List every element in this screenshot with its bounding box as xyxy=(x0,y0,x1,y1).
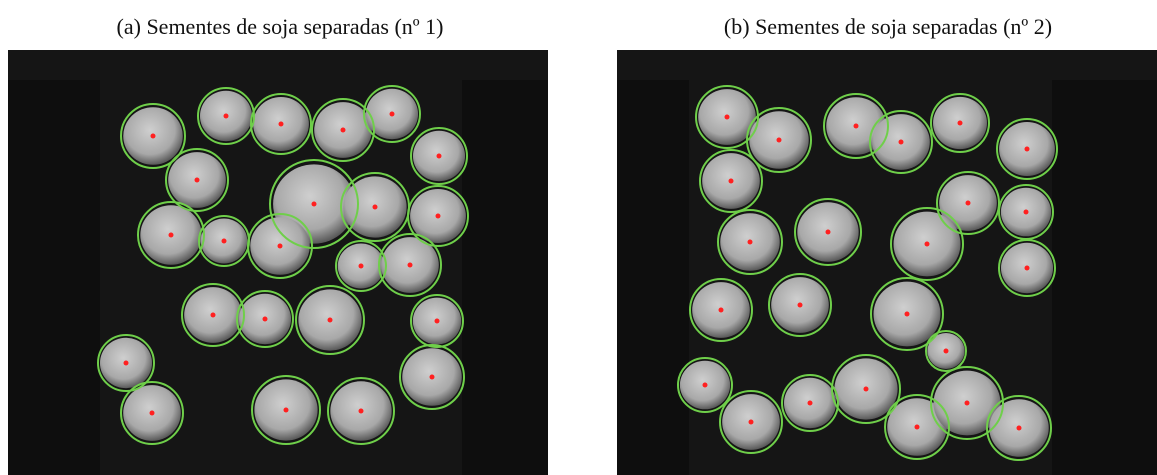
center-point xyxy=(437,154,442,159)
center-point xyxy=(966,201,971,206)
center-point xyxy=(965,401,970,406)
center-point xyxy=(359,264,364,269)
center-point xyxy=(430,375,435,380)
caption-right: (b) Sementes de soja separadas (nº 2) xyxy=(724,14,1052,39)
center-point xyxy=(373,205,378,210)
center-point xyxy=(211,313,216,318)
center-point xyxy=(1017,426,1022,431)
tray-edge xyxy=(1052,80,1157,475)
center-point xyxy=(864,387,869,392)
center-point xyxy=(826,230,831,235)
center-point xyxy=(195,178,200,183)
center-point xyxy=(408,263,413,268)
center-point xyxy=(150,411,155,416)
center-point xyxy=(1024,210,1029,215)
page: (a) Sementes de soja separadas (nº 1) (b… xyxy=(0,0,1157,475)
tray-edge xyxy=(8,80,100,475)
center-point xyxy=(436,214,441,219)
center-point xyxy=(854,124,859,129)
center-point xyxy=(284,408,289,413)
center-point xyxy=(279,122,284,127)
center-point xyxy=(312,202,317,207)
caption-left: (a) Sementes de soja separadas (nº 1) xyxy=(117,14,444,39)
center-point xyxy=(905,312,910,317)
center-point xyxy=(341,128,346,133)
center-point xyxy=(729,179,734,184)
tray-edge xyxy=(617,80,689,475)
center-point xyxy=(719,308,724,313)
center-point xyxy=(278,244,283,249)
center-point xyxy=(151,134,156,139)
center-point xyxy=(435,319,440,324)
center-point xyxy=(222,239,227,244)
center-point xyxy=(1025,266,1030,271)
center-point xyxy=(748,240,753,245)
photo-left xyxy=(8,50,548,475)
center-point xyxy=(328,318,333,323)
tray-edge xyxy=(462,80,548,475)
center-point xyxy=(224,114,229,119)
center-point xyxy=(899,140,904,145)
center-point xyxy=(390,112,395,117)
center-point xyxy=(777,138,782,143)
center-point xyxy=(798,303,803,308)
center-point xyxy=(124,361,129,366)
center-point xyxy=(703,383,708,388)
center-point xyxy=(263,317,268,322)
photo-right xyxy=(617,50,1157,475)
center-point xyxy=(925,242,930,247)
center-point xyxy=(725,115,730,120)
center-point xyxy=(808,401,813,406)
center-point xyxy=(359,409,364,414)
center-point xyxy=(958,121,963,126)
center-point xyxy=(169,233,174,238)
figure: (a) Sementes de soja separadas (nº 1) (b… xyxy=(0,0,1157,475)
center-point xyxy=(1025,147,1030,152)
center-point xyxy=(944,349,949,354)
center-point xyxy=(915,425,920,430)
center-point xyxy=(749,420,754,425)
